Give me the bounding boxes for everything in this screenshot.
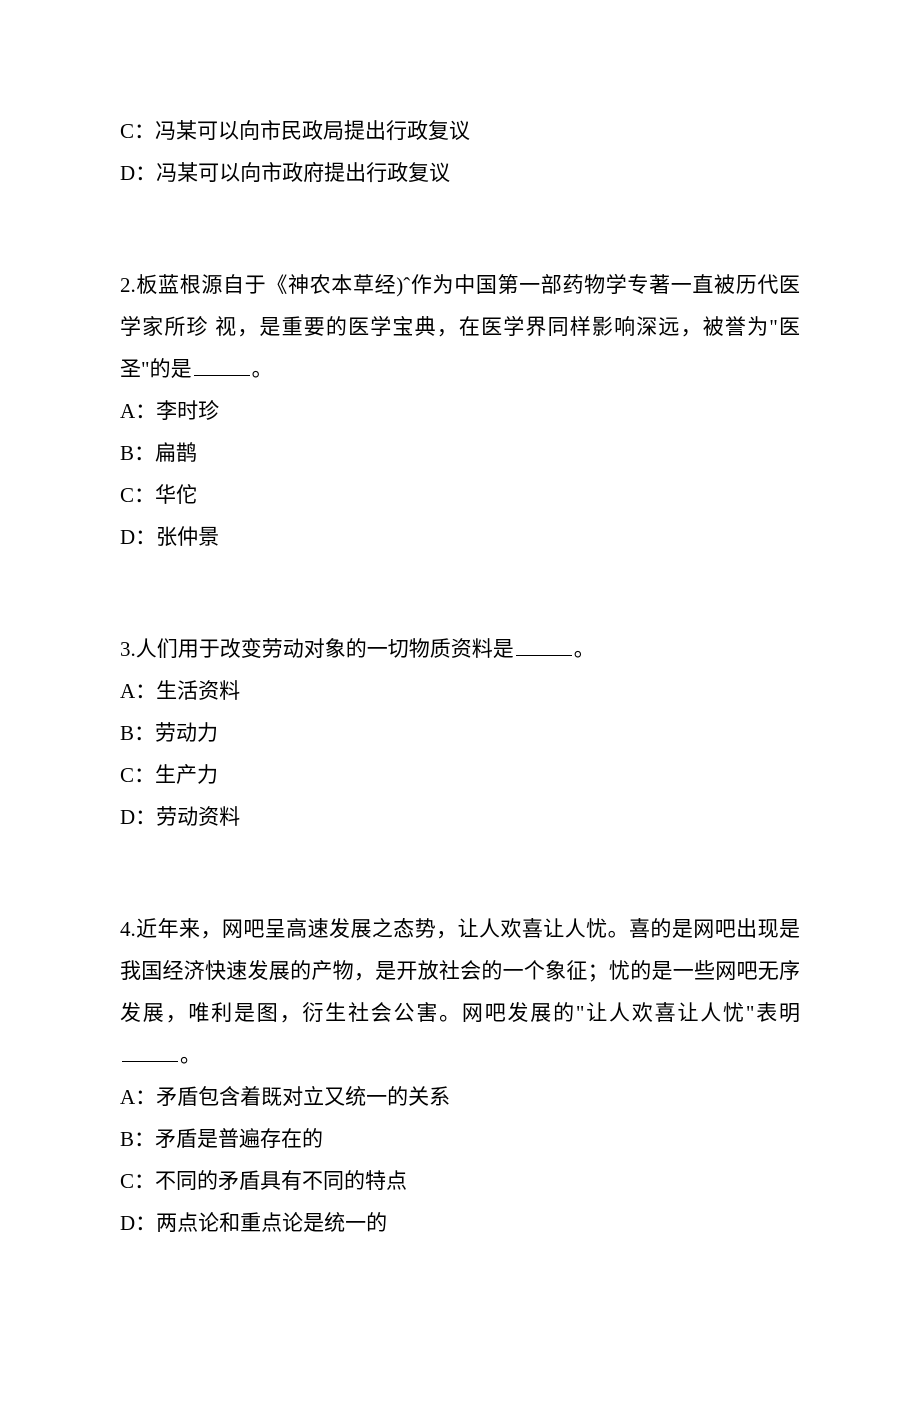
stem-text-before: 4.近年来，网吧呈高速发展之态势，让人欢喜让人忧。喜的是网吧出现是我国经济快速发… <box>120 917 800 1025</box>
stem-text-after: 。 <box>574 637 595 661</box>
blank <box>516 636 572 656</box>
question-stem: 4.近年来，网吧呈高速发展之态势，让人欢喜让人忧。喜的是网吧出现是我国经济快速发… <box>120 908 800 1076</box>
leading-options-block: C：冯某可以向市民政局提出行政复议 D：冯某可以向市政府提出行政复议 <box>120 110 800 194</box>
option-d: D：冯某可以向市政府提出行政复议 <box>120 152 800 194</box>
option-d: D：张仲景 <box>120 516 800 558</box>
option-a: A：矛盾包含着既对立又统一的关系 <box>120 1076 800 1118</box>
option-c: C：华佗 <box>120 474 800 516</box>
stem-text-after: 。 <box>180 1043 201 1067</box>
question-2: 2.板蓝根源自于《神农本草经)ˆ作为中国第一部药物学专著一直被历代医学家所珍 视… <box>120 264 800 558</box>
question-stem: 2.板蓝根源自于《神农本草经)ˆ作为中国第一部药物学专著一直被历代医学家所珍 视… <box>120 264 800 390</box>
stem-text-after: 。 <box>252 357 273 381</box>
option-c: C：冯某可以向市民政局提出行政复议 <box>120 110 800 152</box>
option-a: A：李时珍 <box>120 390 800 432</box>
option-b: B：扁鹊 <box>120 432 800 474</box>
option-d: D：劳动资料 <box>120 796 800 838</box>
blank <box>122 1042 178 1062</box>
question-3: 3.人们用于改变劳动对象的一切物质资料是 。 A：生活资料 B：劳动力 C：生产力… <box>120 628 800 838</box>
question-4: 4.近年来，网吧呈高速发展之态势，让人欢喜让人忧。喜的是网吧出现是我国经济快速发… <box>120 908 800 1244</box>
option-b: B：劳动力 <box>120 712 800 754</box>
blank <box>194 356 250 376</box>
stem-text-before: 3.人们用于改变劳动对象的一切物质资料是 <box>120 637 514 661</box>
option-c: C：生产力 <box>120 754 800 796</box>
option-c: C：不同的矛盾具有不同的特点 <box>120 1160 800 1202</box>
option-d: D：两点论和重点论是统一的 <box>120 1202 800 1244</box>
question-stem: 3.人们用于改变劳动对象的一切物质资料是 。 <box>120 628 800 670</box>
option-b: B：矛盾是普遍存在的 <box>120 1118 800 1160</box>
option-a: A：生活资料 <box>120 670 800 712</box>
document-page: C：冯某可以向市民政局提出行政复议 D：冯某可以向市政府提出行政复议 2.板蓝根… <box>0 0 920 1414</box>
